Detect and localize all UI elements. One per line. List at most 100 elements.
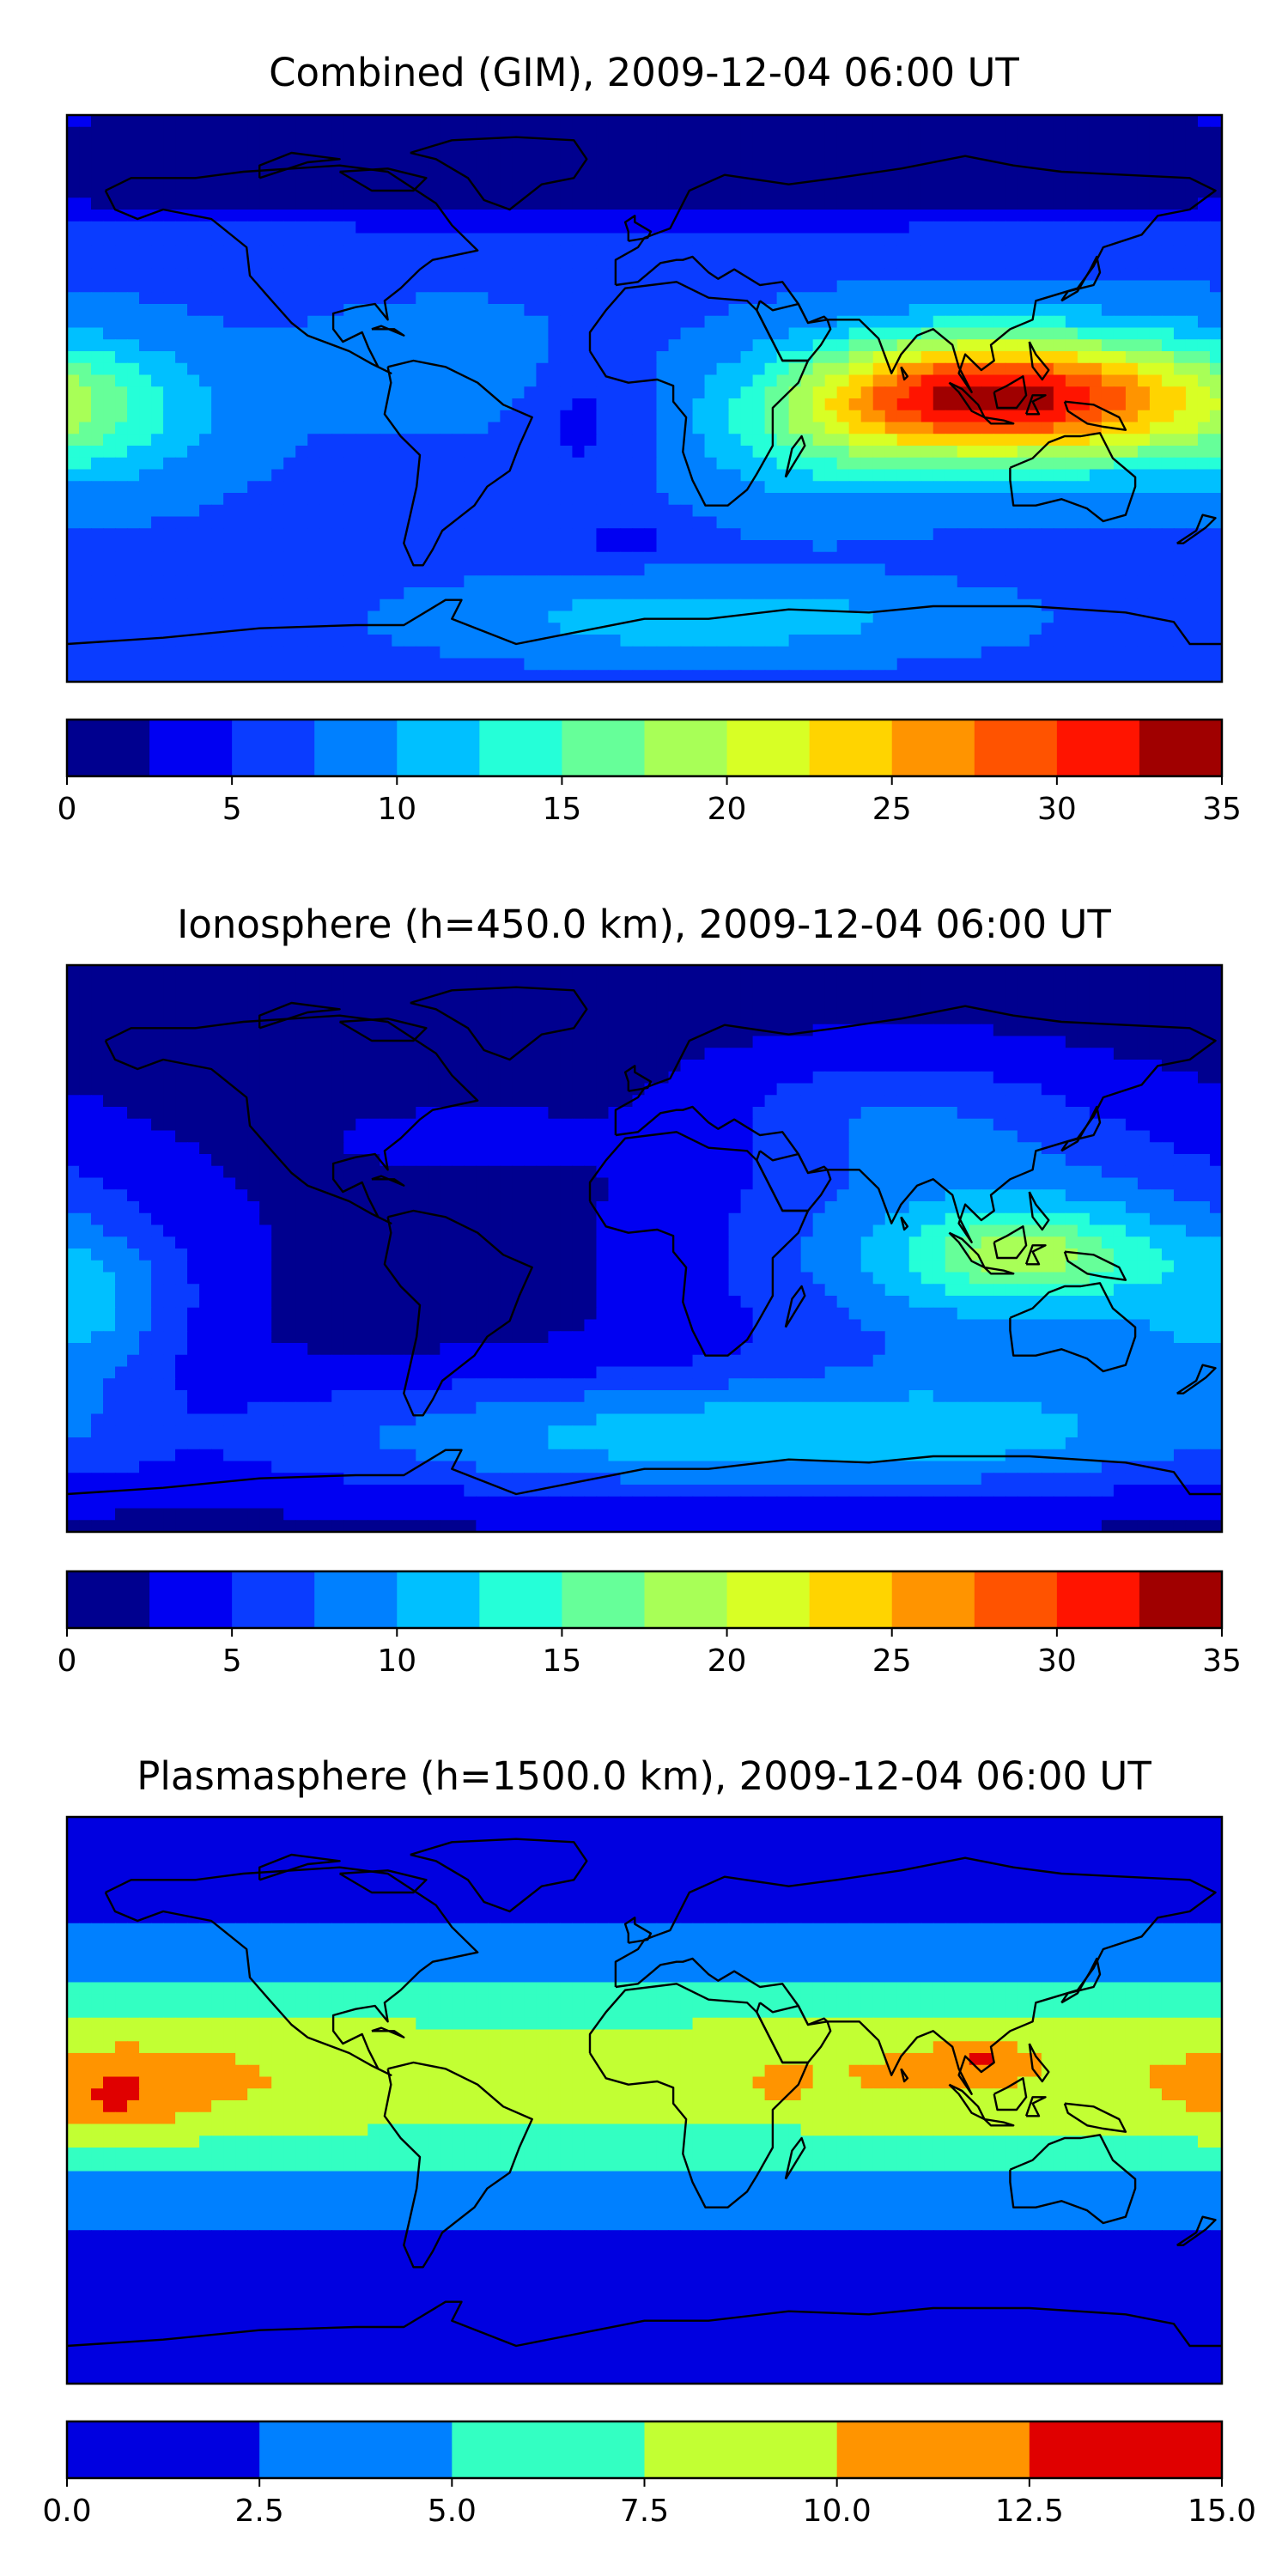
contour-cell <box>824 197 838 210</box>
contour-cell <box>632 162 646 175</box>
contour-cell <box>1125 587 1139 600</box>
contour-cell <box>896 304 910 317</box>
contour-cell <box>1173 493 1187 506</box>
contour-cell <box>824 528 838 541</box>
contour-cell <box>824 563 838 576</box>
contour-cell <box>223 398 236 411</box>
contour-cell <box>1125 528 1139 541</box>
contour-cell <box>728 988 742 1001</box>
contour-cell <box>271 268 284 282</box>
contour-cell <box>368 245 380 258</box>
contour-cell <box>993 587 1006 600</box>
contour-cell <box>368 516 380 529</box>
contour-cell <box>223 304 236 317</box>
contour-cell <box>127 292 140 305</box>
contour-cell <box>67 623 80 635</box>
contour-cell <box>115 976 128 990</box>
contour-cell <box>969 185 982 198</box>
contour-cell <box>692 635 706 647</box>
contour-cell <box>1113 504 1127 518</box>
contour-cell <box>560 315 574 329</box>
contour-cell <box>319 292 332 305</box>
contour-cell <box>536 150 550 163</box>
contour-cell <box>1137 292 1151 305</box>
contour-cell <box>908 268 922 282</box>
contour-cell <box>716 386 730 399</box>
contour-cell <box>295 469 308 482</box>
contour-cell <box>800 398 814 411</box>
contour-cell <box>464 646 477 659</box>
contour-cell <box>1077 138 1091 151</box>
contour-cell <box>343 551 356 565</box>
contour-cell <box>1209 197 1222 210</box>
contour-cell <box>476 670 489 682</box>
contour-cell <box>259 635 272 647</box>
contour-cell <box>235 268 248 282</box>
contour-cell <box>945 646 958 659</box>
contour-cell <box>872 126 886 140</box>
contour-cell <box>860 257 874 270</box>
contour-cell <box>392 126 404 140</box>
contour-cell <box>416 362 429 376</box>
contour-cell <box>728 516 742 529</box>
contour-cell <box>993 197 1006 210</box>
contour-cell <box>1029 670 1042 682</box>
contour-cell <box>1065 528 1078 541</box>
contour-cell <box>355 446 368 459</box>
contour-cell <box>259 1000 272 1013</box>
contour-cell <box>1041 434 1054 447</box>
contour-cell <box>79 434 92 447</box>
contour-cell <box>355 611 368 623</box>
contour-cell <box>283 210 296 222</box>
contour-cell <box>993 185 1006 198</box>
contour-cell <box>1029 635 1042 647</box>
contour-cell <box>981 410 994 423</box>
contour-cell <box>307 398 320 411</box>
contour-cell <box>945 611 958 623</box>
contour-cell <box>404 398 416 411</box>
contour-cell <box>1077 115 1091 128</box>
contour-cell <box>343 528 356 541</box>
contour-cell <box>908 173 922 187</box>
contour-cell <box>836 197 850 210</box>
contour-cell <box>1149 304 1163 317</box>
contour-cell <box>307 635 320 647</box>
contour-cell <box>668 150 682 163</box>
contour-cell <box>644 528 658 541</box>
contour-cell <box>343 197 356 210</box>
contour-cell <box>1173 611 1187 623</box>
contour-cell <box>933 115 946 128</box>
contour-cell <box>295 280 308 293</box>
contour-cell <box>536 504 550 518</box>
contour-cell <box>1173 304 1187 317</box>
contour-cell <box>343 268 356 282</box>
contour-cell <box>908 315 922 329</box>
contour-cell <box>993 670 1006 682</box>
contour-cell <box>993 504 1006 518</box>
contour-cell <box>500 339 513 352</box>
contour-cell <box>969 623 982 635</box>
contour-cell <box>1197 481 1211 494</box>
contour-cell <box>368 611 380 623</box>
contour-cell <box>560 245 574 258</box>
contour-cell <box>656 434 670 447</box>
contour-cell <box>584 646 598 659</box>
contour-cell <box>632 257 646 270</box>
contour-cell <box>235 598 248 612</box>
contour-cell <box>1197 528 1211 541</box>
contour-cell <box>1197 635 1211 647</box>
contour-cell <box>536 280 550 293</box>
contour-cell <box>632 551 646 565</box>
contour-cell <box>488 611 501 623</box>
contour-cell <box>1113 623 1127 635</box>
contour-cell <box>704 481 718 494</box>
contour-cell <box>692 280 706 293</box>
contour-cell <box>596 327 610 340</box>
contour-cell <box>836 646 850 659</box>
contour-cell <box>139 138 152 151</box>
contour-cell <box>1065 292 1078 305</box>
contour-cell <box>1113 481 1127 494</box>
contour-cell <box>115 457 128 471</box>
contour-cell <box>1017 575 1030 588</box>
contour-cell <box>319 221 332 234</box>
